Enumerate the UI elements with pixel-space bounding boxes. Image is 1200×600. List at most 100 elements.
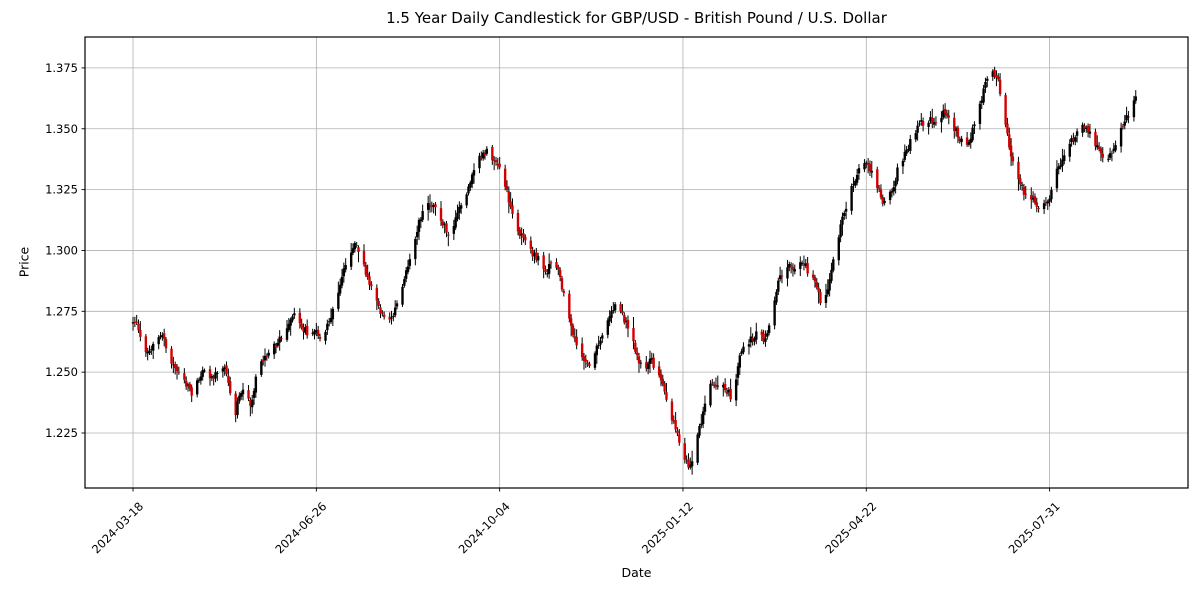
candle-body-up — [157, 337, 160, 345]
candle-body-up — [452, 226, 456, 234]
candle-body-down — [998, 79, 1002, 95]
candle-body-down — [379, 307, 382, 314]
y-tick-label: 1.325 — [45, 183, 78, 197]
candle-body-down — [381, 312, 384, 314]
candle-body-down — [1017, 161, 1020, 180]
candle-body-up — [701, 411, 705, 425]
candle-body-up — [272, 343, 276, 355]
candle-body-up — [459, 205, 463, 209]
candle-body-up — [940, 117, 943, 123]
candle-body-down — [725, 391, 729, 394]
candle-body-up — [639, 362, 643, 364]
candle-body-up — [593, 353, 597, 368]
candle-body-up — [313, 331, 316, 335]
candle-body-down — [1004, 95, 1007, 125]
candle-body-up — [481, 152, 485, 159]
candle-body-down — [645, 362, 648, 369]
y-tick-label: 1.300 — [45, 243, 78, 257]
candle-body-up — [650, 357, 654, 360]
candle-body-down — [492, 159, 496, 161]
candle-body-down — [173, 364, 177, 369]
candle-body-up — [788, 264, 791, 268]
candle-body-up — [223, 367, 226, 370]
candle-body-down — [573, 336, 577, 339]
candle-body-up — [403, 279, 406, 286]
candle-body-up — [197, 379, 201, 381]
candle-body-up — [238, 395, 241, 402]
candle-body-up — [597, 345, 600, 347]
candle-body-down — [184, 380, 188, 387]
candle-body-down — [1110, 152, 1114, 154]
candle-body-up — [826, 289, 829, 295]
y-tick-label: 1.275 — [45, 304, 78, 318]
candle-body-up — [896, 167, 899, 182]
candle-body-up — [854, 180, 857, 186]
candle-body-down — [685, 460, 688, 462]
candle-body-up — [287, 323, 291, 331]
candle-body-up — [736, 366, 740, 378]
y-tick-label: 1.225 — [45, 426, 78, 440]
candle-body-down — [300, 323, 303, 328]
candle-body-down — [162, 333, 166, 339]
candle-body-down — [760, 331, 763, 335]
candle-body-up — [709, 383, 712, 406]
candle-body-up — [738, 355, 741, 368]
candle-body-up — [646, 363, 650, 369]
candle-body-down — [676, 430, 679, 434]
candle-body-up — [749, 336, 752, 343]
candle-body-down — [751, 337, 754, 341]
candle-body-down — [498, 163, 501, 168]
candle-body-up — [393, 307, 397, 316]
candle-body-down — [670, 401, 674, 421]
candle-body-up — [1112, 148, 1115, 152]
candle-body-down — [1099, 148, 1103, 154]
candle-body-down — [569, 318, 573, 326]
candle-body-up — [1020, 184, 1024, 186]
candle-body-down — [866, 162, 870, 165]
candle-body-down — [1094, 131, 1097, 147]
candle-body-up — [778, 275, 782, 280]
candle-body-up — [454, 217, 457, 228]
candle-body-up — [890, 191, 894, 193]
candle-body-up — [289, 319, 292, 326]
candle-body-up — [1068, 143, 1071, 157]
candle-body-up — [311, 332, 314, 334]
candle-body-up — [456, 212, 459, 220]
candle-body-up — [601, 335, 604, 339]
candle-body-down — [813, 277, 817, 282]
candle-body-down — [511, 205, 514, 214]
candle-body-up — [903, 151, 906, 160]
candle-body-down — [531, 250, 534, 257]
candle-body-down — [183, 373, 186, 380]
candle-body-up — [351, 248, 355, 253]
candle-body-up — [918, 123, 921, 125]
candle-body-up — [870, 170, 873, 173]
candle-body-down — [635, 352, 639, 356]
candle-body-down — [714, 384, 718, 387]
candle-body-up — [978, 103, 982, 124]
candle-body-down — [1019, 178, 1022, 185]
candle-body-down — [876, 169, 879, 189]
candle-body-up — [241, 389, 245, 395]
candle-body-up — [599, 340, 602, 345]
candle-body-down — [549, 262, 553, 264]
candle-body-up — [606, 320, 610, 335]
candle-body-up — [698, 426, 701, 436]
candle-body-up — [199, 376, 203, 381]
candle-body-down — [225, 365, 228, 375]
candle-body-up — [843, 212, 846, 217]
candle-body-down — [806, 263, 809, 274]
candle-body-up — [1114, 145, 1117, 151]
candle-body-up — [755, 331, 758, 340]
candle-body-up — [408, 259, 412, 266]
candle-body-up — [478, 155, 481, 169]
candle-body-down — [582, 356, 586, 362]
candle-body-down — [1044, 201, 1048, 203]
candle-body-up — [285, 328, 289, 340]
candle-body-down — [934, 122, 938, 124]
candle-body-up — [432, 204, 435, 207]
candle-body-up — [852, 183, 855, 185]
candle-body-up — [991, 71, 994, 77]
candle-body-down — [529, 240, 533, 249]
